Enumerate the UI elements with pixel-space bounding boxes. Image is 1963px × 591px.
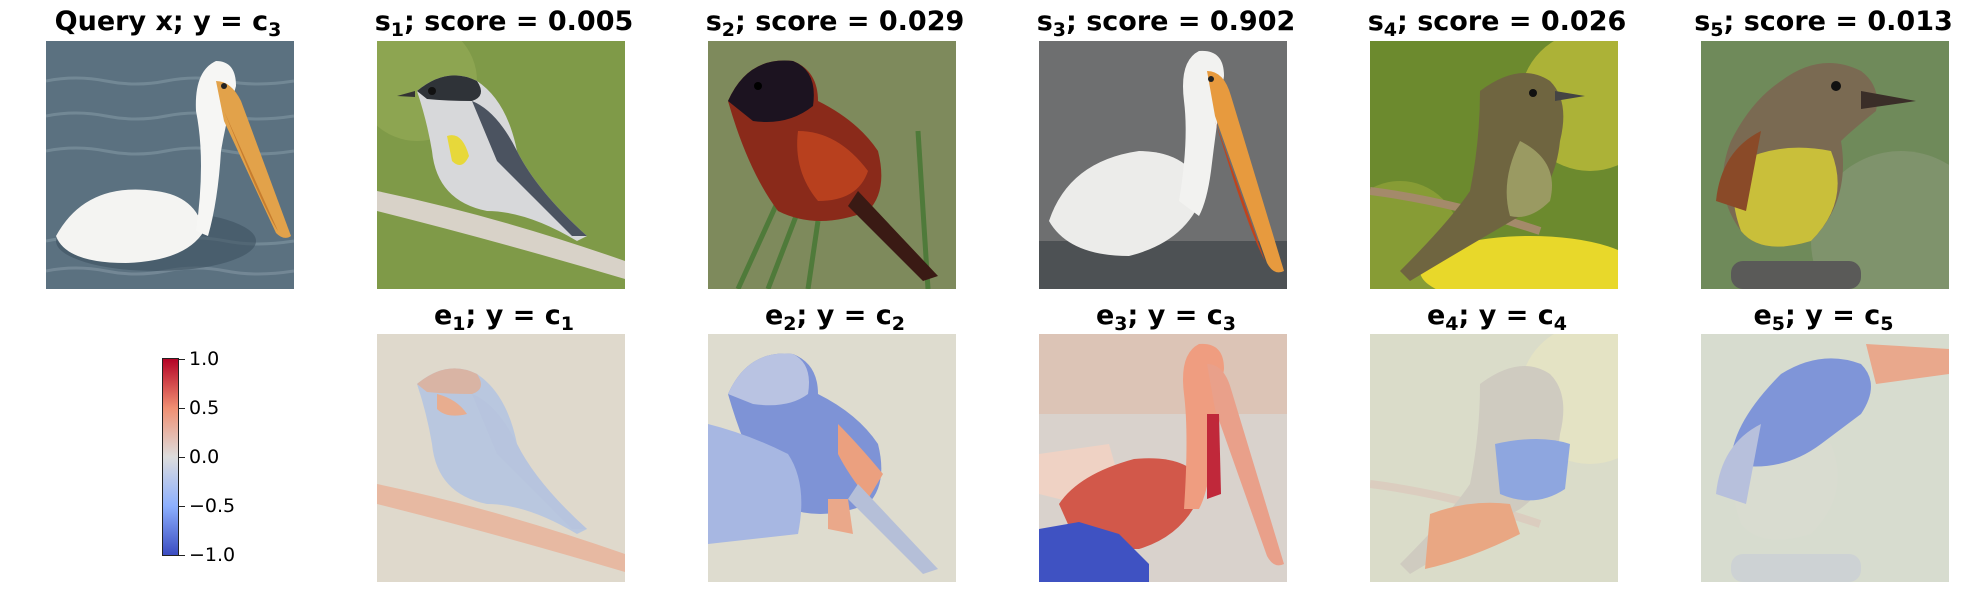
support-4-title: s4; score = 0.026 bbox=[1353, 4, 1641, 42]
explanation-3-title-sub: 3 bbox=[1114, 313, 1128, 335]
oriole-illustration bbox=[708, 41, 956, 289]
explanation-2-title: e2; y = c2 bbox=[691, 298, 979, 336]
explanation-4-title: e4; y = c4 bbox=[1353, 298, 1641, 336]
explanation-5-title-sub: 5 bbox=[1771, 313, 1786, 335]
support-5-title: s5; score = 0.013 bbox=[1684, 4, 1963, 42]
query-title-sub: 3 bbox=[268, 19, 282, 41]
colorbar-label-1: 1.0 bbox=[189, 348, 220, 370]
support-4-title-pre: s bbox=[1367, 6, 1384, 37]
colorbar-tick-4 bbox=[179, 506, 185, 507]
colorbar-tick-1 bbox=[179, 359, 185, 360]
support-3-title-score: ; score = 0.902 bbox=[1066, 6, 1296, 37]
explanation-2-heatmap bbox=[708, 334, 956, 582]
support-3-title-sub: 3 bbox=[1052, 19, 1067, 41]
explanation-5-title-pre: e bbox=[1753, 300, 1772, 331]
query-title-text: Query x; y bbox=[54, 6, 211, 37]
support-5-image bbox=[1701, 41, 1949, 289]
explanation-2-title-pre: e bbox=[764, 300, 784, 331]
colorbar-tick-5 bbox=[179, 555, 185, 556]
explanation-1-title-sub: 1 bbox=[452, 313, 466, 335]
colorbar-label-2: 0.5 bbox=[189, 397, 220, 419]
support-5-title-sub: 5 bbox=[1710, 19, 1724, 41]
explanation-3-title-pre: e bbox=[1095, 300, 1115, 331]
flycatcher-illustration bbox=[1370, 41, 1618, 289]
support-1-image bbox=[377, 41, 625, 289]
support-4-title-sub: 4 bbox=[1383, 19, 1398, 41]
explanation-5-heatmap bbox=[1701, 334, 1949, 582]
explanation-1-title-label: ; y = c bbox=[465, 300, 561, 331]
colorbar-tick-2 bbox=[179, 408, 185, 409]
explanation-4-overlay bbox=[1370, 334, 1618, 582]
explanation-4-heatmap bbox=[1370, 334, 1618, 582]
explanation-1-heatmap bbox=[377, 334, 625, 582]
explanation-1-overlay bbox=[377, 334, 625, 582]
support-5-title-pre: s bbox=[1694, 6, 1711, 37]
support-2-title-pre: s bbox=[705, 6, 722, 37]
support-1-title-pre: s bbox=[374, 6, 391, 37]
support-4-title-score: ; score = 0.026 bbox=[1397, 6, 1627, 37]
explanation-2-overlay bbox=[708, 334, 956, 582]
explanation-3-title: e3; y = c3 bbox=[1022, 298, 1310, 336]
support-1-title-score: ; score = 0.005 bbox=[404, 6, 634, 37]
explanation-2-title-sub: 2 bbox=[783, 313, 797, 335]
pelican-illustration bbox=[1039, 41, 1287, 289]
support-2-title: s2; score = 0.029 bbox=[691, 4, 979, 42]
support-2-image bbox=[708, 41, 956, 289]
explanation-2-title-label: ; y = c bbox=[796, 300, 892, 331]
crested-flycatcher-illustration bbox=[1701, 41, 1949, 289]
support-3-image bbox=[1039, 41, 1287, 289]
colorbar-label-5: −1.0 bbox=[189, 544, 236, 566]
support-4-image bbox=[1370, 41, 1618, 289]
explanation-1-title-pre: e bbox=[433, 300, 453, 331]
explanation-1-title-class: 1 bbox=[560, 313, 574, 335]
support-1-title: s1; score = 0.005 bbox=[360, 4, 648, 42]
explanation-3-title-class: 3 bbox=[1222, 313, 1236, 335]
support-3-title: s3; score = 0.902 bbox=[1022, 4, 1310, 42]
explanation-1-title: e1; y = c1 bbox=[360, 298, 648, 336]
explanation-3-overlay bbox=[1039, 334, 1287, 582]
query-title-eq: = c bbox=[210, 6, 269, 37]
support-1-title-sub: 1 bbox=[390, 19, 405, 41]
warbler-illustration bbox=[377, 41, 625, 289]
colorbar-label-3: 0.0 bbox=[189, 446, 220, 468]
explanation-5-title-label: ; y = c bbox=[1785, 300, 1881, 331]
support-2-title-score: ; score = 0.029 bbox=[735, 6, 965, 37]
query-pelican-illustration bbox=[46, 41, 294, 289]
explanation-4-title-pre: e bbox=[1426, 300, 1446, 331]
query-image bbox=[46, 41, 294, 289]
query-title: Query x; y = c3 bbox=[38, 4, 298, 42]
explanation-2-title-class: 2 bbox=[891, 313, 905, 335]
support-3-title-pre: s bbox=[1036, 6, 1053, 37]
explanation-4-title-label: ; y = c bbox=[1458, 300, 1554, 331]
explanation-4-title-class: 4 bbox=[1553, 313, 1567, 335]
explanation-3-title-label: ; y = c bbox=[1127, 300, 1223, 331]
explanation-5-title: e5; y = c5 bbox=[1684, 298, 1963, 336]
support-2-title-sub: 2 bbox=[721, 19, 736, 41]
explanation-5-overlay bbox=[1701, 334, 1949, 582]
support-5-title-score: ; score = 0.013 bbox=[1723, 6, 1953, 37]
colorbar-gradient bbox=[162, 358, 179, 556]
explanation-3-heatmap bbox=[1039, 334, 1287, 582]
explanation-5-title-class: 5 bbox=[1880, 313, 1894, 335]
explanation-4-title-sub: 4 bbox=[1445, 313, 1459, 335]
colorbar-tick-3 bbox=[179, 457, 185, 458]
colorbar-label-4: −0.5 bbox=[189, 495, 236, 517]
